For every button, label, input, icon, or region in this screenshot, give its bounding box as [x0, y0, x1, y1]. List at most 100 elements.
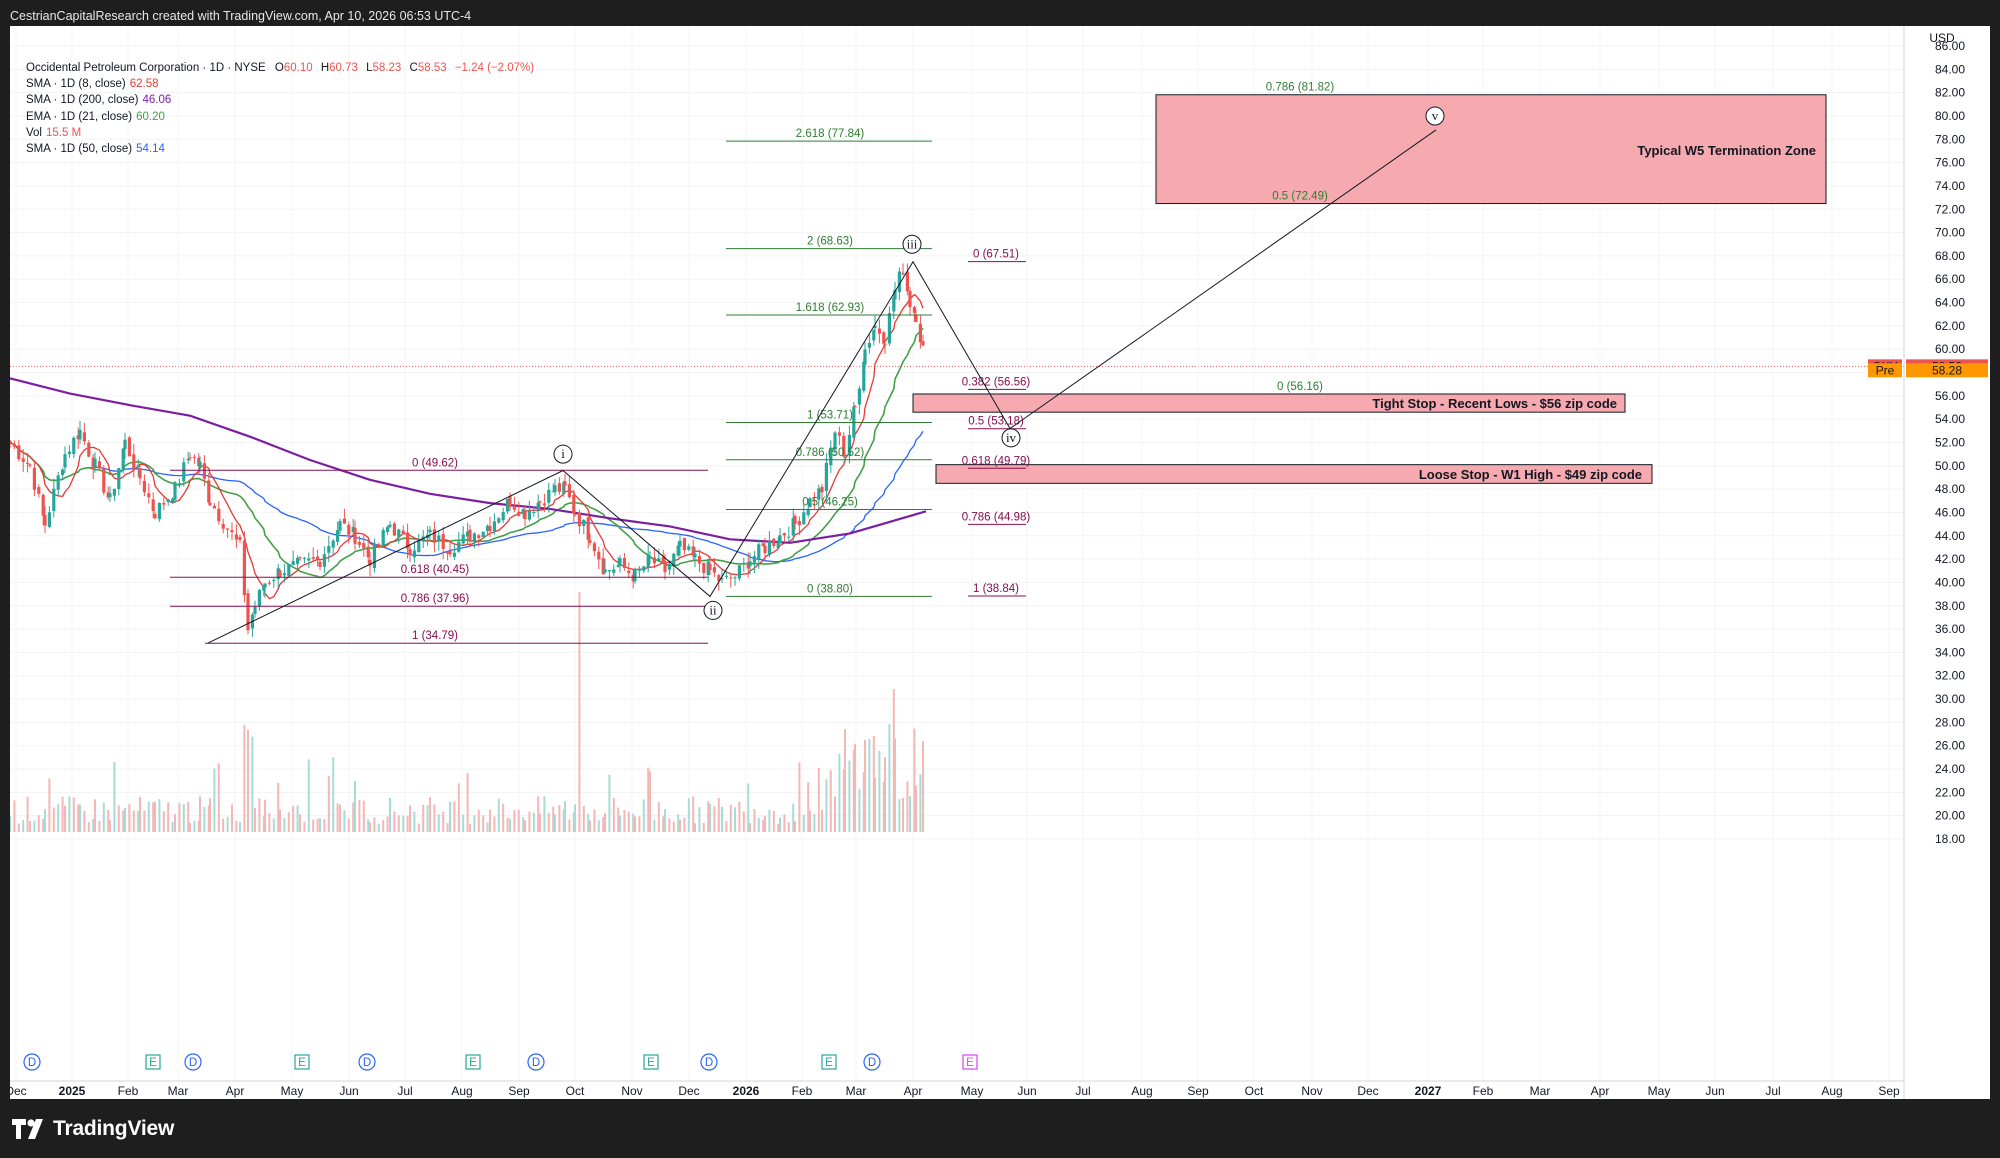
earnings-marker	[643, 1054, 659, 1070]
candle-body	[316, 556, 320, 559]
candle-body	[272, 579, 276, 581]
volume-bar	[397, 815, 400, 833]
candle-body	[763, 545, 767, 554]
wave-circle	[703, 600, 723, 620]
candle-body	[52, 488, 56, 512]
volume-bar	[182, 803, 185, 833]
candle-body	[833, 432, 837, 450]
candle-body	[188, 457, 192, 459]
event-marker-label: D	[868, 1057, 876, 1069]
time-tick-label: Aug	[1821, 1084, 1842, 1098]
candle-body	[712, 567, 716, 573]
volume-bar	[747, 783, 750, 833]
candle-body	[437, 535, 441, 542]
candle-body	[672, 553, 676, 566]
candle-body	[857, 388, 861, 405]
volume-bar	[602, 816, 605, 833]
candle-body	[192, 456, 196, 458]
candle-body	[267, 582, 271, 584]
candle-body	[182, 462, 186, 482]
chart-canvas[interactable]: Typical W5 Termination Zone Tight Stop - …	[10, 26, 1990, 1099]
time-tick-label: Feb	[118, 1084, 139, 1098]
candle-body	[547, 489, 551, 503]
volume-bar	[33, 820, 36, 833]
brand-name: TradingView	[53, 1117, 175, 1140]
volume-bar	[794, 821, 796, 833]
volume-bar	[251, 736, 254, 833]
candle-body	[121, 448, 125, 471]
pre-price-text: 58.28	[1932, 363, 1962, 377]
legend-sma200[interactable]: SMA · 1D (200, close) 46.06	[26, 92, 534, 108]
candle-body	[802, 512, 806, 525]
candle-body	[472, 533, 476, 541]
candle-body	[893, 290, 897, 300]
indicator-value: 46.06	[142, 94, 172, 107]
symbol-name[interactable]: Occidental Petroleum Corporation · 1D · …	[26, 62, 266, 74]
volume-bar	[838, 753, 841, 833]
candle-body	[843, 456, 847, 458]
volume-bar	[37, 815, 40, 833]
tradingview-logo[interactable]: TradingView	[12, 1117, 174, 1141]
candle-body	[557, 483, 561, 492]
legend-ema21[interactable]: EMA · 1D (21, close) 60.20	[26, 109, 534, 125]
price-tick-label: 46.00	[1935, 505, 1965, 519]
volume-bar	[709, 803, 711, 833]
legend-symbol-row[interactable]: Occidental Petroleum Corporation · 1D · …	[26, 60, 534, 76]
legend-volume[interactable]: Vol 15.5 M	[26, 125, 534, 141]
candle-body	[338, 521, 342, 531]
volume-bar	[734, 807, 736, 833]
candle-body	[336, 530, 340, 542]
volume-bar	[679, 819, 681, 833]
time-tick-label: Jun	[1705, 1084, 1724, 1098]
legend-sma8[interactable]: SMA · 1D (8, close) 62.58	[26, 76, 534, 92]
sma8-line	[10, 293, 924, 600]
candle-body	[186, 458, 190, 461]
volume-bar	[422, 804, 425, 833]
volume-bar	[489, 809, 491, 833]
volume-bar	[919, 774, 922, 833]
price-chart[interactable]: Typical W5 Termination Zone Tight Stop - …	[10, 26, 1990, 1099]
price-tick-label: 26.00	[1935, 739, 1965, 753]
candle-body	[631, 574, 635, 582]
candle-body	[527, 510, 531, 520]
volume-bar	[147, 801, 150, 833]
volume-bar	[597, 820, 600, 833]
candle-body	[678, 540, 682, 547]
volume-bar	[247, 729, 249, 833]
volume-bar	[764, 816, 766, 833]
volume-bar	[409, 805, 411, 833]
volume-bar	[299, 814, 301, 833]
volume-bar	[44, 809, 46, 833]
legend-sma50[interactable]: SMA · 1D (50, close) 54.14	[26, 141, 534, 157]
candle-body	[78, 429, 82, 440]
candle-body	[448, 550, 452, 555]
wave-label-ii: ii	[709, 602, 717, 617]
volume-bar	[402, 815, 405, 833]
volume-bar	[672, 821, 675, 833]
candle-body	[842, 435, 846, 457]
volume-bar	[154, 801, 156, 833]
price-tick-label: 22.00	[1935, 785, 1965, 799]
volume-bar	[113, 761, 116, 833]
candle-body	[142, 480, 146, 493]
candle-body	[234, 534, 238, 540]
volume-bar	[729, 804, 732, 833]
volume-bar	[902, 797, 904, 833]
indicator-label: EMA · 1D (21, close)	[26, 110, 133, 123]
candle-body	[41, 494, 45, 516]
candle-body	[542, 503, 546, 506]
candle-body	[883, 343, 887, 345]
candle-body	[506, 498, 510, 512]
candle-body	[742, 562, 746, 564]
indicator-label: SMA · 1D (50, close)	[26, 143, 133, 156]
price-tick-label: 68.00	[1935, 249, 1965, 263]
time-axis[interactable]: Dec 2025 Feb Mar Apr May Jun Jul Aug Sep Oct Nov Dec…	[10, 1080, 1904, 1098]
time-tick-label: Nov	[621, 1084, 642, 1098]
volume-bar	[174, 814, 176, 833]
volume-bar	[433, 804, 436, 833]
volume-bar	[303, 821, 306, 833]
volume-bar	[362, 800, 365, 833]
volume-bar	[187, 801, 190, 833]
